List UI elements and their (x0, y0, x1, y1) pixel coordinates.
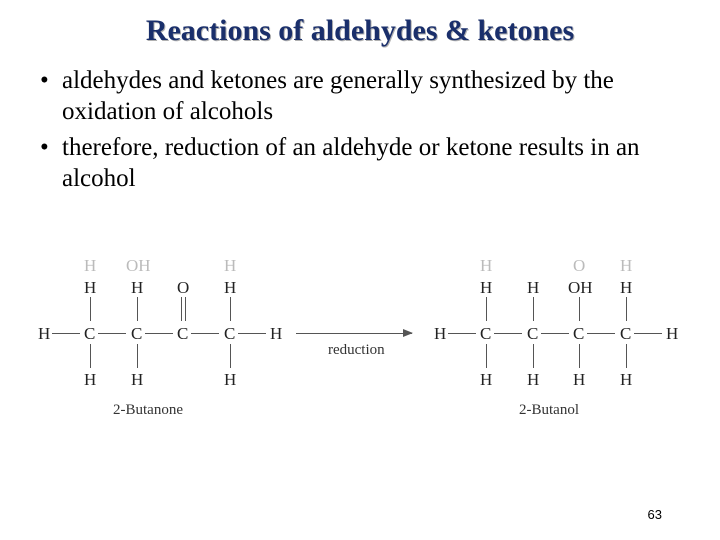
bond (90, 344, 91, 368)
atom-h: H (131, 370, 143, 390)
atom-c: C (573, 324, 584, 344)
bullet-text: aldehydes and ketones are generally synt… (62, 66, 680, 127)
bond (626, 344, 627, 368)
bond (634, 333, 662, 334)
atom-h: H (84, 278, 96, 298)
molecule-left: H OH H H H O H H C C C C H H H (30, 262, 290, 442)
bond (494, 333, 522, 334)
bond (137, 297, 138, 321)
atom-h: H (224, 370, 236, 390)
bond (52, 333, 80, 334)
bond (587, 333, 615, 334)
grey-atom: H (224, 256, 236, 276)
bond (533, 344, 534, 368)
bullet-list: • aldehydes and ketones are generally sy… (40, 66, 680, 194)
bond (185, 297, 186, 321)
atom-h: H (527, 370, 539, 390)
atom-c: C (177, 324, 188, 344)
bond (181, 297, 182, 321)
bond (486, 344, 487, 368)
atom-h: H (480, 370, 492, 390)
bond (230, 344, 231, 368)
atom-h: H (573, 370, 585, 390)
bond (579, 344, 580, 368)
atom-c: C (480, 324, 491, 344)
molecule-name: 2-Butanone (113, 402, 183, 419)
atom-h: H (38, 324, 50, 344)
bullet-item: • therefore, reduction of an aldehyde or… (40, 133, 680, 194)
atom-h: H (480, 278, 492, 298)
bond (137, 344, 138, 368)
bond (486, 297, 487, 321)
chemical-structures: H OH H H H O H H C C C C H H H (30, 262, 690, 472)
bond (448, 333, 476, 334)
reaction-arrow (296, 333, 412, 334)
arrow-label: reduction (328, 342, 385, 359)
bullet-dot: • (40, 133, 62, 194)
bond (238, 333, 266, 334)
atom-h: H (527, 278, 539, 298)
bond (541, 333, 569, 334)
atom-h: H (224, 278, 236, 298)
slide-title: Reactions of aldehydes & ketones (40, 14, 680, 48)
bond (626, 297, 627, 321)
atom-c: C (131, 324, 142, 344)
atom-h: H (270, 324, 282, 344)
page-number: 63 (648, 507, 662, 522)
grey-atom: O (573, 256, 585, 276)
bond (579, 297, 580, 321)
bond (145, 333, 173, 334)
atom-h: H (620, 278, 632, 298)
grey-atom: H (84, 256, 96, 276)
atom-h: H (666, 324, 678, 344)
bullet-text: therefore, reduction of an aldehyde or k… (62, 133, 680, 194)
atom-c: C (224, 324, 235, 344)
bond (98, 333, 126, 334)
bond (90, 297, 91, 321)
atom-c: C (527, 324, 538, 344)
molecule-right: H O H H H OH H H C C C C H H H H H 2 (426, 262, 696, 442)
atom-c: C (84, 324, 95, 344)
atom-h: H (84, 370, 96, 390)
atom-h: H (434, 324, 446, 344)
atom-h: H (620, 370, 632, 390)
molecule-name: 2-Butanol (519, 402, 579, 419)
bullet-dot: • (40, 66, 62, 127)
grey-atom: H (620, 256, 632, 276)
grey-atom: H (480, 256, 492, 276)
atom-o: O (177, 278, 189, 298)
bond (533, 297, 534, 321)
atom-c: C (620, 324, 631, 344)
bond (230, 297, 231, 321)
atom-oh: OH (568, 278, 593, 298)
grey-atom: OH (126, 256, 151, 276)
bond (191, 333, 219, 334)
atom-h: H (131, 278, 143, 298)
bullet-item: • aldehydes and ketones are generally sy… (40, 66, 680, 127)
